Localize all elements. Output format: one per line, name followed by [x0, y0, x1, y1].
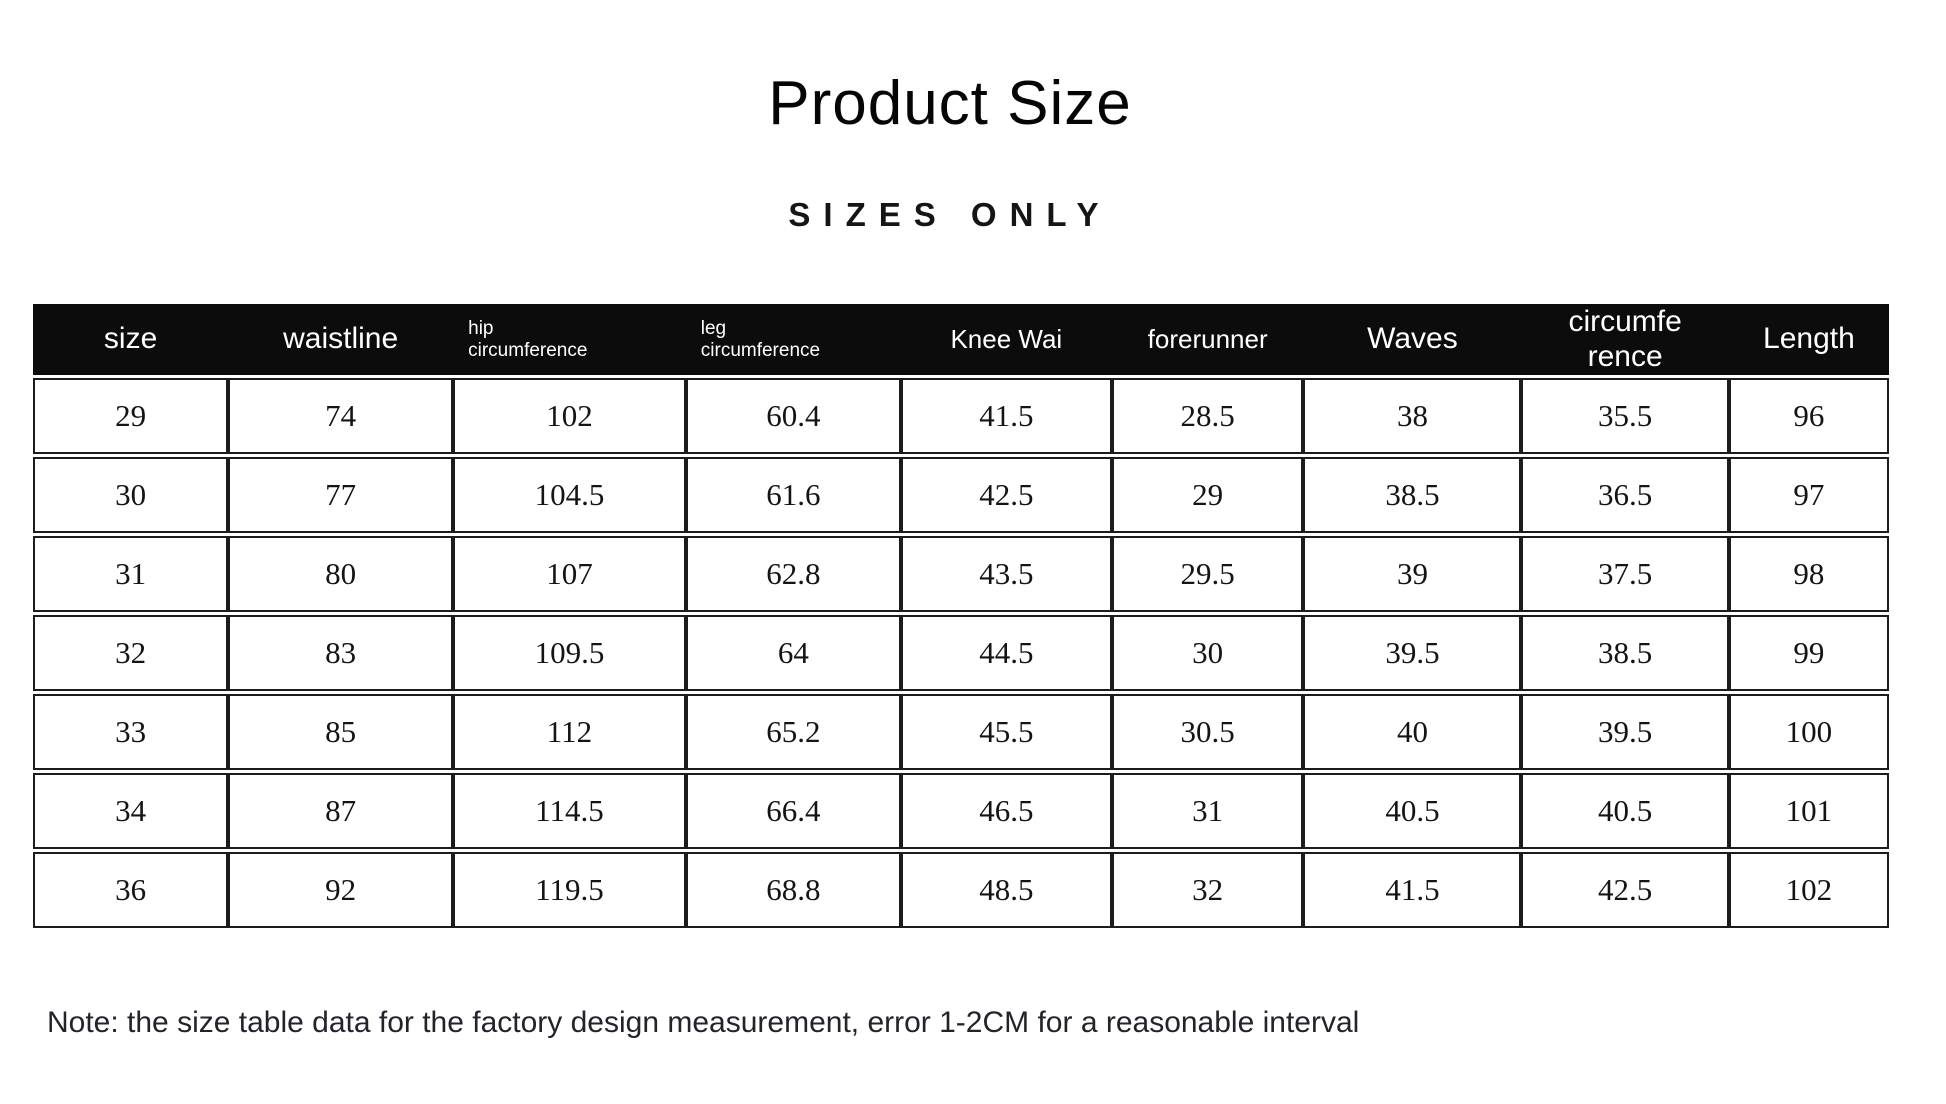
- size-cell: 39: [1303, 536, 1522, 612]
- size-cell: 109.5: [453, 615, 686, 691]
- size-cell: 38.5: [1303, 457, 1522, 533]
- size-cell: 107: [453, 536, 686, 612]
- size-cell: 87: [228, 773, 454, 849]
- size-cell: 65.2: [685, 694, 901, 770]
- size-cell: 74: [228, 378, 454, 454]
- size-table-header: size waistline hip circumference leg circumfe…: [33, 304, 1889, 375]
- size-cell: 35.5: [1521, 378, 1729, 454]
- size-cell: 32: [33, 615, 229, 691]
- size-cell: 92: [228, 852, 454, 928]
- size-cell: 61.6: [685, 457, 901, 533]
- size-cell: 29.5: [1111, 536, 1304, 612]
- size-cell: 31: [33, 536, 229, 612]
- size-cell: 41.5: [900, 378, 1112, 454]
- size-cell: 62.8: [685, 536, 901, 612]
- size-cell: 114.5: [453, 773, 686, 849]
- column-header-length: Length: [1728, 304, 1889, 375]
- column-header-circumference: circumfe rence: [1521, 304, 1729, 375]
- column-header-hip-circumference: hip circumference: [453, 304, 686, 375]
- size-cell: 104.5: [453, 457, 686, 533]
- size-cell: 29: [1111, 457, 1304, 533]
- size-cell: 85: [228, 694, 454, 770]
- column-header-knee-wai: Knee Wai: [900, 304, 1112, 375]
- size-cell: 80: [228, 536, 454, 612]
- size-cell: 40: [1303, 694, 1522, 770]
- size-table-body: 29 74 102 60.4 41.5 28.5 38 35.5 96 30 77 104.5 61.6…: [33, 378, 1889, 928]
- size-cell: 77: [228, 457, 454, 533]
- table-row: 31 80 107 62.8 43.5 29.5 39 37.5 98: [33, 536, 1889, 612]
- size-cell: 64: [685, 615, 901, 691]
- size-cell: 98: [1728, 536, 1889, 612]
- size-cell: 41.5: [1303, 852, 1522, 928]
- measurement-note: Note: the size table data for the factor…: [47, 1006, 1360, 1039]
- size-cell: 48.5: [900, 852, 1112, 928]
- size-cell: 33: [33, 694, 229, 770]
- page-subtitle: SIZES ONLY: [788, 196, 1112, 233]
- size-cell: 112: [453, 694, 686, 770]
- size-cell: 43.5: [900, 536, 1112, 612]
- size-cell: 102: [1728, 852, 1889, 928]
- size-cell: 100: [1728, 694, 1889, 770]
- size-cell: 45.5: [900, 694, 1112, 770]
- size-cell: 99: [1728, 615, 1889, 691]
- size-cell: 101: [1728, 773, 1889, 849]
- size-cell: 102: [453, 378, 686, 454]
- size-cell: 68.8: [685, 852, 901, 928]
- size-cell: 66.4: [685, 773, 901, 849]
- table-row: 33 85 112 65.2 45.5 30.5 40 39.5 100: [33, 694, 1889, 770]
- size-cell: 30: [33, 457, 229, 533]
- table-row: 34 87 114.5 66.4 46.5 31 40.5 40.5 101: [33, 773, 1889, 849]
- size-cell: 39.5: [1303, 615, 1522, 691]
- size-cell: 42.5: [1521, 852, 1729, 928]
- table-row: 30 77 104.5 61.6 42.5 29 38.5 36.5 97: [33, 457, 1889, 533]
- size-cell: 36: [33, 852, 229, 928]
- column-header-waves: Waves: [1303, 304, 1522, 375]
- table-row: 29 74 102 60.4 41.5 28.5 38 35.5 96: [33, 378, 1889, 454]
- size-cell: 36.5: [1521, 457, 1729, 533]
- size-cell: 40.5: [1303, 773, 1522, 849]
- size-cell: 34: [33, 773, 229, 849]
- size-cell: 37.5: [1521, 536, 1729, 612]
- size-cell: 29: [33, 378, 229, 454]
- size-cell: 28.5: [1111, 378, 1304, 454]
- column-header-leg-circumference: leg circumference: [685, 304, 901, 375]
- size-cell: 30: [1111, 615, 1304, 691]
- size-cell: 83: [228, 615, 454, 691]
- size-cell: 44.5: [900, 615, 1112, 691]
- column-header-waistline: waistline: [228, 304, 454, 375]
- size-cell: 119.5: [453, 852, 686, 928]
- table-row: 36 92 119.5 68.8 48.5 32 41.5 42.5 102: [33, 852, 1889, 928]
- size-cell: 96: [1728, 378, 1889, 454]
- size-cell: 60.4: [685, 378, 901, 454]
- page-title: Product Size: [768, 69, 1132, 138]
- size-cell: 30.5: [1111, 694, 1304, 770]
- product-size-table: size waistline hip circumference leg circumfe…: [33, 301, 1889, 931]
- size-cell: 32: [1111, 852, 1304, 928]
- table-row: 32 83 109.5 64 44.5 30 39.5 38.5 99: [33, 615, 1889, 691]
- column-header-forerunner: forerunner: [1111, 304, 1304, 375]
- size-cell: 46.5: [900, 773, 1112, 849]
- size-cell: 31: [1111, 773, 1304, 849]
- column-header-size: size: [33, 304, 229, 375]
- size-cell: 39.5: [1521, 694, 1729, 770]
- size-cell: 38: [1303, 378, 1522, 454]
- size-cell: 97: [1728, 457, 1889, 533]
- header-row: size waistline hip circumference leg circumfe…: [33, 304, 1889, 375]
- size-cell: 42.5: [900, 457, 1112, 533]
- size-cell: 38.5: [1521, 615, 1729, 691]
- size-cell: 40.5: [1521, 773, 1729, 849]
